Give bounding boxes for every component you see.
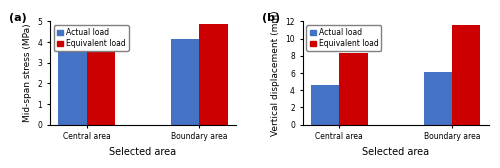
Legend: Actual load, Equivalent load: Actual load, Equivalent load [54, 25, 128, 51]
Bar [86, 41, 115, 125]
Bar [200, 24, 228, 125]
Text: (a): (a) [9, 13, 26, 23]
Bar [311, 85, 340, 125]
Bar [58, 46, 86, 125]
Bar [340, 53, 367, 125]
Text: (b): (b) [262, 13, 280, 23]
Y-axis label: Mid-span stress (MPa): Mid-span stress (MPa) [23, 24, 32, 122]
X-axis label: Selected area: Selected area [362, 147, 430, 157]
X-axis label: Selected area: Selected area [110, 147, 176, 157]
Legend: Actual load, Equivalent load: Actual load, Equivalent load [306, 25, 382, 51]
Bar [424, 72, 452, 125]
Y-axis label: Vertical displacement (mm): Vertical displacement (mm) [271, 10, 280, 136]
Bar [452, 25, 480, 125]
Bar [171, 39, 200, 125]
